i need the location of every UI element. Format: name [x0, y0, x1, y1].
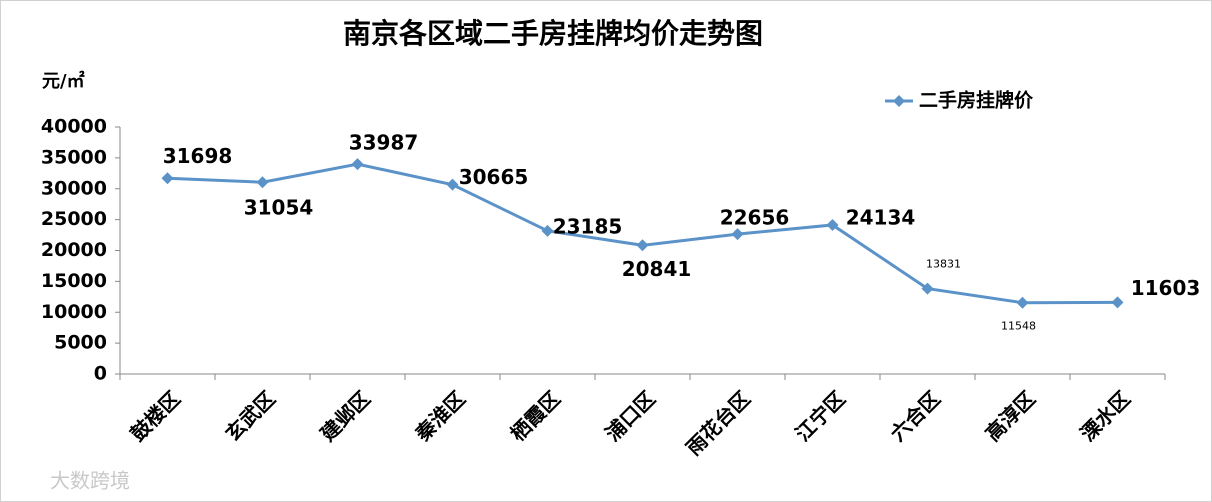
data-label: 24134 [846, 205, 916, 229]
y-tick-label: 15000 [41, 270, 107, 292]
marker [1111, 296, 1124, 309]
y-axis-label: 元/㎡ [42, 70, 85, 92]
data-label: 31698 [163, 144, 233, 168]
data-label: 22656 [720, 206, 790, 230]
y-tick-label: 5000 [54, 332, 107, 354]
marker [446, 178, 459, 191]
marker [826, 218, 839, 231]
y-tick-label: 0 [94, 363, 107, 385]
y-tick-label: 40000 [41, 116, 107, 138]
data-label: 23185 [553, 214, 623, 238]
marker [161, 172, 174, 185]
legend-label: 二手房挂牌价 [919, 89, 1034, 112]
y-tick-label: 20000 [41, 239, 107, 261]
data-label: 11603 [1131, 276, 1201, 300]
y-tick-label: 25000 [41, 208, 107, 230]
marker [1016, 296, 1029, 309]
y-tick-label: 10000 [41, 301, 107, 323]
marker [921, 282, 934, 295]
data-label: 31054 [244, 196, 314, 220]
watermark: 大数跨境 [50, 469, 130, 493]
data-label: 13831 [926, 258, 961, 271]
marker [636, 239, 649, 252]
data-label: 11548 [1001, 320, 1036, 333]
y-tick-label: 30000 [41, 177, 107, 199]
y-tick-label: 35000 [41, 146, 107, 168]
legend-marker [893, 95, 905, 107]
data-label: 30665 [459, 165, 529, 189]
chart-title: 南京各区域二手房挂牌均价走势图 [343, 17, 763, 50]
marker [731, 228, 744, 241]
marker [351, 158, 364, 171]
marker [256, 176, 269, 189]
data-label: 33987 [349, 131, 419, 155]
data-label: 20841 [622, 257, 692, 281]
marker [541, 224, 554, 237]
